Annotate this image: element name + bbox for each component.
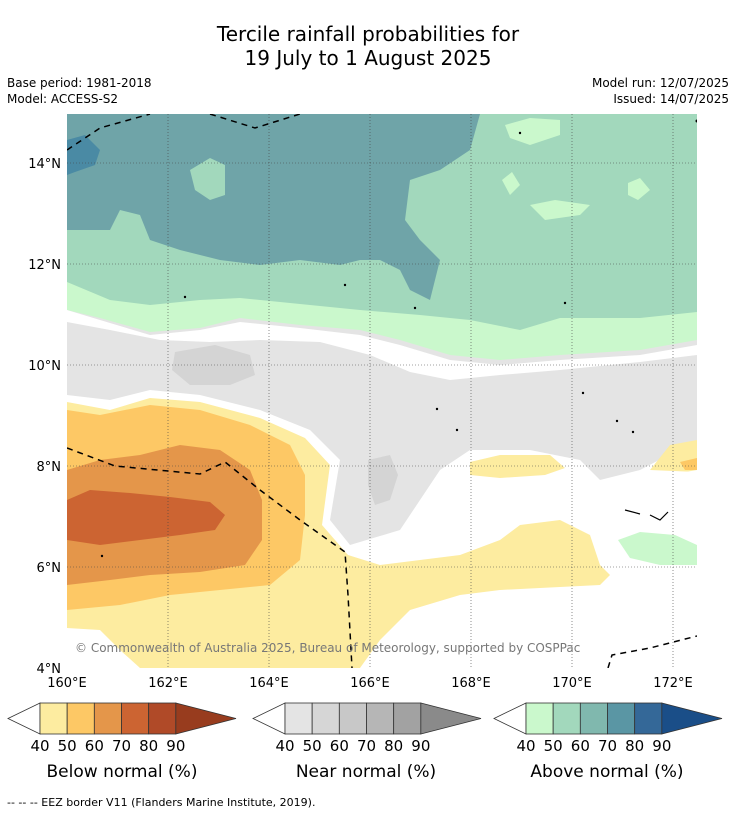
- colorbar-tick-label: 90: [166, 737, 185, 755]
- colorbar-segment: [93, 702, 122, 735]
- colorbar-tick-label: 50: [544, 737, 563, 755]
- colorbar-tick-label: 90: [652, 737, 671, 755]
- below-50-patch-east: [680, 458, 697, 470]
- eez-borders: [67, 114, 697, 668]
- above-40-patch-2: [530, 200, 590, 220]
- colorbar-tick-label: 70: [112, 737, 131, 755]
- colorbar-tick-label: 50: [303, 737, 322, 755]
- colorbar-arrow-low: [252, 702, 286, 735]
- lat-tick-label: 4°N: [37, 662, 62, 677]
- colorbar-tick-label: 70: [357, 737, 376, 755]
- above-40-patch-3: [628, 178, 650, 200]
- colorbar-segment: [338, 702, 367, 735]
- atoll-outline: [624, 509, 669, 521]
- lon-tick-label: 162°E: [148, 676, 188, 691]
- above-50-blob: [190, 158, 225, 200]
- colorbar-arrow-high: [420, 702, 482, 735]
- lat-tick-label: 8°N: [37, 460, 62, 475]
- above-60-region: [67, 114, 480, 300]
- lon-tick-label: 168°E: [451, 676, 491, 691]
- title-line-2: 19 July to 1 August 2025: [244, 46, 492, 70]
- lon-tick-label: 166°E: [350, 676, 390, 691]
- lon-tick-label: 164°E: [249, 676, 289, 691]
- axis-labels: 160°E 162°E 164°E 166°E 168°E 170°E 172°E 4°N 6°…: [28, 157, 693, 691]
- title-line-1: Tercile rainfall probabilities for: [216, 22, 520, 46]
- colorbar-tick-label: 50: [58, 737, 77, 755]
- colorbar-segment: [66, 702, 95, 735]
- colorbar-tick-label: 90: [411, 737, 430, 755]
- colorbar-segment: [552, 702, 581, 735]
- colorbar-segment: [393, 702, 422, 735]
- lon-tick-label: 172°E: [653, 676, 693, 691]
- colorbar-tick-label: 60: [330, 737, 349, 755]
- colorbar-tick-label: 80: [384, 737, 403, 755]
- colorbar-tick-label: 60: [85, 737, 104, 755]
- gridlines: [67, 114, 697, 668]
- near-50-patch: [172, 345, 255, 385]
- colorbar-arrow-high: [175, 702, 237, 735]
- colorbar-segment: [121, 702, 150, 735]
- lat-tick-label: 14°N: [28, 157, 61, 172]
- lat-tick-label: 6°N: [37, 561, 62, 576]
- above-40-patch-1: [505, 118, 560, 145]
- near-50-patch-2: [368, 455, 398, 505]
- colorbar-tick-label: 40: [30, 737, 49, 755]
- below-40-patch: [470, 455, 565, 478]
- colorbar-label-near: Near normal (%): [295, 762, 437, 782]
- colorbar-tick-label: 80: [139, 737, 158, 755]
- colorbars: 40 50 60 70 80 90 40 50 60 70 80 90 40 50 60 70 80 90: [7, 702, 723, 755]
- colorbar-arrow-low: [493, 702, 527, 735]
- above-40-region: [67, 282, 697, 360]
- lon-tick-label: 170°E: [552, 676, 592, 691]
- colorbar-tick-label: 40: [516, 737, 535, 755]
- colorbar-segment: [607, 702, 636, 735]
- lon-tick-label: 160°E: [47, 676, 87, 691]
- above-70-patch: [67, 135, 100, 175]
- above-40-patch-4: [502, 172, 520, 195]
- colorbar-segment: [311, 702, 340, 735]
- meta-right: Model run: 12/07/2025 Issued: 14/07/2025: [592, 75, 729, 107]
- colorbar-tick-label: 40: [275, 737, 294, 755]
- map-title: Tercile rainfall probabilities for 19 Ju…: [0, 22, 736, 70]
- base-period: Base period: 1981-2018: [7, 76, 152, 90]
- colorbar-tick-label: 80: [625, 737, 644, 755]
- below-70-region: [67, 490, 225, 545]
- colorbar-segment: [525, 702, 554, 735]
- meta-left: Base period: 1981-2018 Model: ACCESS-S2: [7, 75, 152, 107]
- colorbar-segment: [634, 702, 663, 735]
- eez-footnote: -- -- -- EEZ border V11 (Flanders Marine…: [7, 796, 316, 809]
- issued-date: Issued: 14/07/2025: [613, 92, 729, 106]
- islands: [100, 119, 697, 558]
- white-band-north: [67, 310, 697, 380]
- colorbar-arrow-low: [7, 702, 41, 735]
- model-run: Model run: 12/07/2025: [591, 76, 729, 90]
- colorbar-arrow-high: [661, 702, 723, 735]
- colorbar-label-below: Below normal (%): [46, 762, 198, 782]
- map-plot-area: [67, 114, 697, 668]
- lat-tick-label: 10°N: [28, 359, 61, 374]
- colorbar-label-above: Above normal (%): [530, 762, 684, 782]
- copyright-notice: © Commonwealth of Australia 2025, Bureau…: [75, 641, 581, 655]
- colorbar-segment: [148, 702, 177, 735]
- colorbar-segment: [39, 702, 68, 735]
- colorbar-tick-label: 60: [571, 737, 590, 755]
- colorbar-segment: [284, 702, 313, 735]
- lat-tick-label: 12°N: [28, 258, 61, 273]
- colorbar-tick-label: 70: [598, 737, 617, 755]
- model-name: Model: ACCESS-S2: [7, 92, 119, 106]
- above-40-patch-east: [618, 532, 697, 565]
- colorbar-segment: [579, 702, 608, 735]
- colorbar-segment: [366, 702, 395, 735]
